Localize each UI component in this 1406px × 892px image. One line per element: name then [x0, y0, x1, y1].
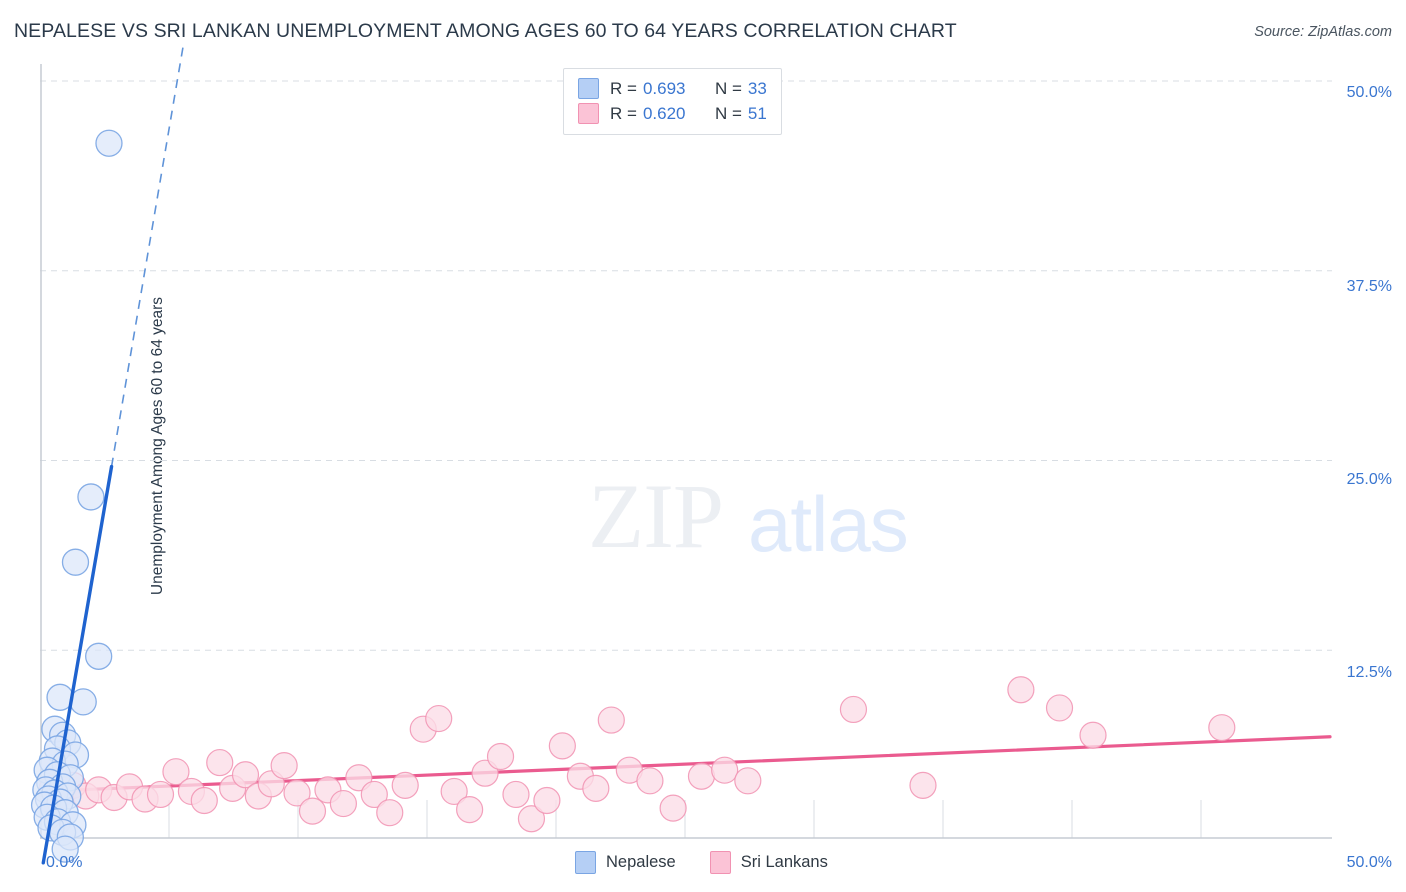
- data-point[interactable]: [1208, 714, 1236, 742]
- n-label-nepalese: N =: [714, 78, 742, 98]
- trendline-nepalese: [41, 464, 114, 865]
- data-point[interactable]: [909, 771, 937, 799]
- legend-label-srilankans: Sri Lankans: [740, 853, 828, 871]
- series-points-srilankans: [38, 676, 1236, 833]
- legend-label-nepalese: Nepalese: [606, 853, 676, 871]
- data-point[interactable]: [329, 789, 357, 818]
- data-point[interactable]: [206, 748, 234, 777]
- data-point[interactable]: [502, 780, 530, 809]
- data-point[interactable]: [85, 642, 113, 670]
- data-point[interactable]: [597, 706, 625, 734]
- data-point[interactable]: [486, 742, 515, 771]
- data-point[interactable]: [51, 835, 79, 863]
- r-value-srilankans: 0.620: [642, 103, 686, 123]
- swatch-nepalese-icon: [578, 78, 599, 99]
- data-point[interactable]: [231, 761, 260, 789]
- r-value-nepalese: 0.693: [642, 78, 686, 98]
- y-tick-375: 37.5%: [1346, 278, 1392, 295]
- plot-area: ZIP atlas: [30, 42, 1332, 865]
- data-point[interactable]: [456, 796, 484, 824]
- legend-swatch-srilankans-icon: [709, 851, 731, 874]
- stats-row-srilankans: R = 0.620 N = 51: [578, 101, 767, 126]
- data-point[interactable]: [659, 794, 687, 822]
- data-point[interactable]: [582, 774, 610, 802]
- x-tick-max: 50.0%: [1346, 854, 1392, 871]
- page-title: NEPALESE VS SRI LANKAN UNEMPLOYMENT AMON…: [14, 20, 957, 42]
- data-point[interactable]: [517, 805, 546, 833]
- data-point[interactable]: [391, 771, 419, 799]
- n-value-nepalese: 33: [747, 78, 767, 98]
- x-tick-min: 0.0%: [46, 854, 83, 871]
- data-point[interactable]: [360, 780, 388, 809]
- legend-item-srilankans[interactable]: Sri Lankans: [709, 851, 828, 874]
- data-point[interactable]: [1045, 694, 1074, 722]
- y-tick-25: 25.0%: [1346, 471, 1392, 488]
- data-point[interactable]: [61, 548, 90, 576]
- data-point[interactable]: [298, 797, 327, 825]
- data-point[interactable]: [1007, 676, 1035, 704]
- data-point[interactable]: [687, 762, 716, 790]
- legend-item-nepalese[interactable]: Nepalese: [575, 851, 676, 874]
- series-points-nepalese: [30, 129, 123, 863]
- data-point[interactable]: [548, 732, 576, 760]
- data-point[interactable]: [162, 758, 190, 786]
- n-value-srilankans: 51: [747, 103, 767, 123]
- data-point[interactable]: [270, 752, 298, 780]
- data-point[interactable]: [425, 704, 453, 733]
- data-point[interactable]: [636, 767, 664, 795]
- data-point[interactable]: [283, 779, 311, 807]
- data-point[interactable]: [440, 777, 468, 806]
- data-point[interactable]: [734, 767, 762, 795]
- series-legend: Nepalese Sri Lankans: [575, 851, 862, 874]
- swatch-srilankans-icon: [578, 103, 599, 124]
- n-label-srilankans: N =: [714, 103, 742, 123]
- data-point[interactable]: [146, 780, 175, 809]
- source-label: Source: ZipAtlas.com: [1254, 24, 1392, 40]
- r-label-srilankans: R =: [610, 103, 637, 123]
- data-point[interactable]: [77, 483, 105, 511]
- data-point[interactable]: [839, 695, 868, 724]
- r-label-nepalese: R =: [610, 78, 637, 98]
- legend-swatch-nepalese-icon: [575, 851, 596, 874]
- correlation-stats-legend: R = 0.693 N = 33 R = 0.620 N = 51: [563, 68, 782, 135]
- data-point[interactable]: [95, 129, 123, 157]
- plot-canvas: [30, 42, 1332, 865]
- data-point[interactable]: [190, 786, 218, 815]
- data-point[interactable]: [376, 799, 404, 827]
- y-tick-50: 50.0%: [1346, 84, 1392, 101]
- trendline-nepalese-extension: [110, 42, 185, 467]
- data-point[interactable]: [711, 756, 739, 784]
- y-tick-125: 12.5%: [1346, 664, 1392, 681]
- stats-row-nepalese: R = 0.693 N = 33: [578, 76, 767, 101]
- data-point[interactable]: [1079, 721, 1107, 749]
- data-point[interactable]: [533, 786, 561, 815]
